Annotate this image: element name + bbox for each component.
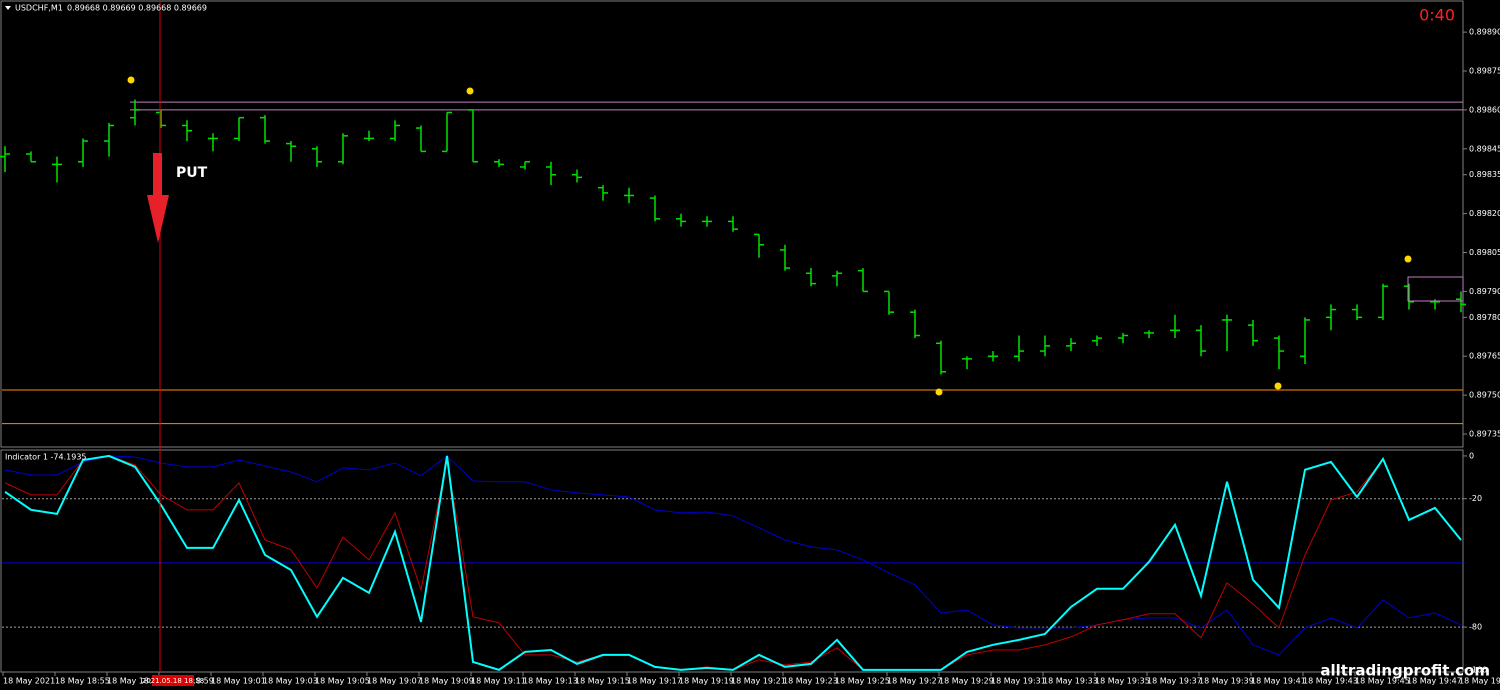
x-tick-label: 18 May 19:27 (887, 677, 942, 686)
x-tick-label: 18 May 19:21 (731, 677, 786, 686)
x-tick-label: 18 May 18:57 (107, 677, 162, 686)
y-tick-label: 0.89890 (1469, 28, 1500, 37)
fractal-dot (935, 388, 943, 396)
fractal-dot (466, 87, 474, 95)
x-tick-label: 18 May 19:37 (1147, 677, 1202, 686)
put-arrow (147, 153, 169, 243)
y-tick-label: 0.89780 (1469, 313, 1500, 322)
menu-triangle (5, 6, 11, 10)
x-tick-label: 18 May 19:23 (783, 677, 838, 686)
fractal-dot (127, 76, 135, 84)
x-tick-label: 18 May 19:25 (835, 677, 890, 686)
x-tick-label: 18 May 19:07 (367, 677, 422, 686)
indicator-line (4, 455, 1462, 656)
x-tick-label: 18 May 19:41 (1251, 677, 1306, 686)
x-tick-label: 18 May 19:09 (419, 677, 474, 686)
x-tick-label: 18 May 19:17 (627, 677, 682, 686)
x-tick-label: 18 May 19:43 (1303, 677, 1358, 686)
symbol: USDCHF,M1 (15, 4, 63, 13)
x-tick-label: 18 May 19:11 (471, 677, 526, 686)
x-tick-label: 18 May 19:33 (1043, 677, 1098, 686)
x-tick-label: 18 May 18:55 (55, 677, 110, 686)
quote: 0.89668 0.89669 0.89668 0.89669 (67, 4, 207, 13)
zone-box (1407, 276, 1464, 302)
y-tick-label: 0.89735 (1469, 430, 1500, 439)
y-tick-label: -20 (1469, 494, 1482, 503)
x-tick-label: 18 May 19:29 (939, 677, 994, 686)
x-tick-label: 18 May 19:01 (211, 677, 266, 686)
y-tick-label: 0.89875 (1469, 67, 1500, 76)
price-frame (0, 0, 1464, 448)
y-tick-label: -100 (1469, 665, 1487, 674)
x-tick-label: 18 May 19:31 (991, 677, 1046, 686)
plot-layer: 0.89890 0.89875 0.89860 0.89845 0.89835 0.898… (0, 28, 1500, 674)
y-tick-label: -80 (1469, 623, 1482, 632)
y-tick-label: 0.89805 (1469, 248, 1500, 257)
y-tick-label: 0.89790 (1469, 287, 1500, 296)
x-tick-label: 18 May 2021 (3, 677, 55, 686)
y-tick-label: 0.89835 (1469, 170, 1500, 179)
x-tick-label: 18 May 19:19 (679, 677, 734, 686)
frame (0, 0, 1464, 673)
fractal-dot (1404, 255, 1412, 263)
indicator-line (4, 454, 1462, 671)
crosshair-time: 2021.05.18 18:58 (142, 677, 204, 685)
timer: 0:40 (1419, 6, 1455, 25)
fractal-dot (1274, 382, 1282, 390)
y-tick-label: 0.89750 (1469, 391, 1500, 400)
x-tick-label: 18 May 19:35 (1095, 677, 1150, 686)
y-tick-label: 0.89765 (1469, 352, 1500, 361)
fractal-dots (127, 76, 1412, 396)
indicator-frame (0, 449, 1464, 673)
x-tick-label: 18 May 19:13 (523, 677, 578, 686)
watermark: alltradingprofit.com (1320, 662, 1490, 680)
signal-label: PUT (176, 165, 208, 181)
x-tick-label: 18 May 19:39 (1199, 677, 1254, 686)
x-tick-label: 18 May 19:45 (1355, 677, 1410, 686)
indicator-title: Indicator 1 -74.1935 (5, 453, 87, 462)
x-tick-label: 18 May 19:03 (263, 677, 318, 686)
x-tick-label: 18 May 19:05 (315, 677, 370, 686)
y-tick-label: 0.89845 (1469, 144, 1500, 153)
x-tick-label: 18 May 19:15 (575, 677, 630, 686)
crosshair-time-box (152, 675, 194, 686)
x-tick-label: 18 May 19:49 (1459, 677, 1500, 686)
y-tick-label: 0.89820 (1469, 209, 1500, 218)
y-tick-label: 0 (1469, 451, 1474, 460)
y-tick-label: 0.89860 (1469, 105, 1500, 114)
x-tick-label: 18 May 19:47 (1407, 677, 1462, 686)
